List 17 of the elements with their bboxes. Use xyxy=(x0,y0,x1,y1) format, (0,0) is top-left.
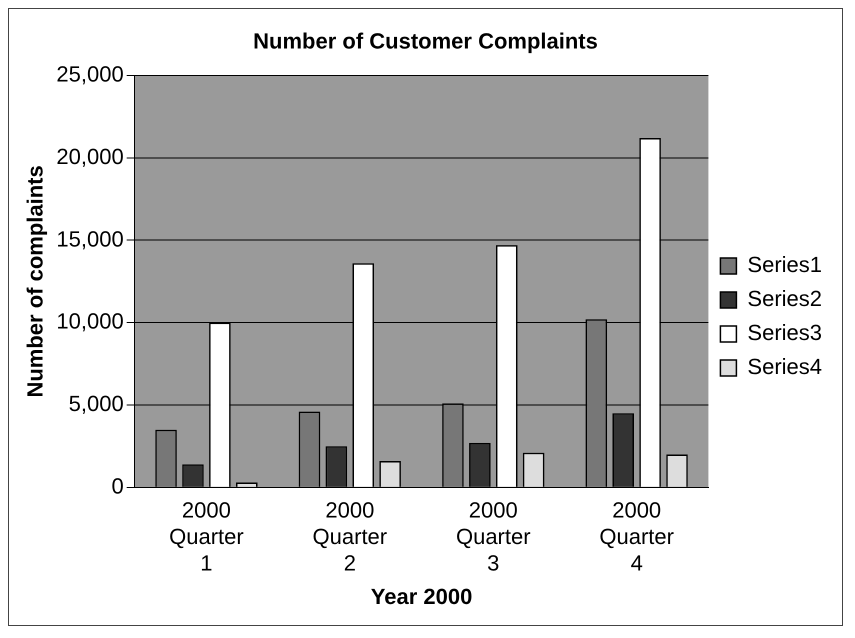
x-axis-title: Year 2000 xyxy=(370,584,472,609)
y-tick-label: 15,000 xyxy=(56,226,124,252)
legend-label: Series2 xyxy=(747,286,822,312)
legend-label: Series3 xyxy=(747,320,822,346)
legend-label: Series1 xyxy=(747,252,822,278)
y-tick-label: 10,000 xyxy=(56,308,124,334)
x-tick-label: 2000 Quarter 1 xyxy=(169,498,244,576)
chart-title: Number of Customer Complaints xyxy=(253,28,598,54)
y-tick-label: 20,000 xyxy=(56,144,124,169)
y-tick-label: 25,000 xyxy=(56,61,124,86)
y-tick-label: 0 xyxy=(111,473,124,498)
y-tick-label: 5,000 xyxy=(68,391,124,416)
x-tick-label: 2000 Quarter 4 xyxy=(599,498,674,576)
legend-label: Series4 xyxy=(747,354,822,380)
y-axis-title: Number of complaints xyxy=(22,165,48,398)
x-tick-label: 2000 Quarter 3 xyxy=(456,498,531,576)
x-tick-label: 2000 Quarter 2 xyxy=(312,498,388,576)
